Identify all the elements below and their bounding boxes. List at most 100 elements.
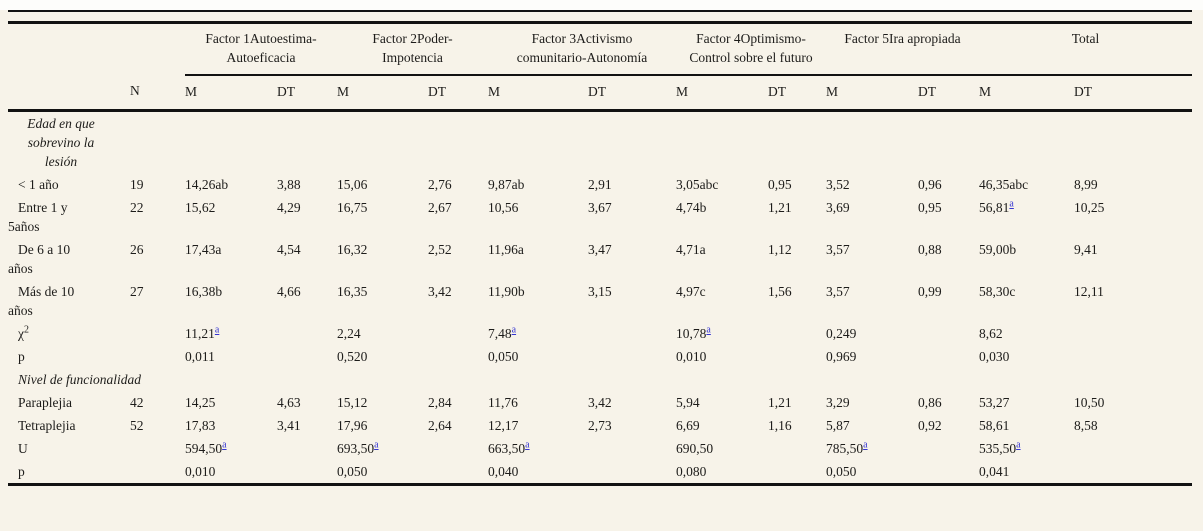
- data-cell: [676, 111, 768, 174]
- cell-value: 4,66: [277, 284, 301, 299]
- row-label-cell: χ2: [8, 322, 130, 345]
- cell-value: 16,38b: [185, 284, 223, 299]
- sub-header-dt: DT: [277, 75, 337, 112]
- cell-value: 2,52: [428, 242, 452, 257]
- footnote-link[interactable]: a: [1016, 439, 1021, 451]
- sub-header-m: M: [337, 75, 428, 112]
- n-cell: 22: [130, 200, 144, 215]
- data-cell: 2,52: [428, 238, 488, 280]
- footnote-link[interactable]: a: [511, 324, 517, 336]
- data-cell: 11,21a: [185, 322, 277, 345]
- data-cell: [1074, 345, 1192, 368]
- row-label-cell: < 1 año: [8, 173, 130, 196]
- data-cell: [488, 111, 588, 174]
- data-cell: [768, 460, 826, 485]
- data-cell: 0,080: [676, 460, 768, 485]
- footnote-link[interactable]: a: [374, 439, 379, 451]
- n-cell: 26: [130, 242, 144, 257]
- cell-value: 59,00b: [979, 242, 1017, 257]
- data-cell: 0,86: [918, 391, 979, 414]
- data-cell: [588, 322, 676, 345]
- cell-value: 46,35abc: [979, 177, 1029, 192]
- data-cell: 4,29: [277, 196, 337, 238]
- data-cell: 12,17: [488, 414, 588, 437]
- sub-header-m: M: [185, 75, 277, 112]
- cell-value: 0,030: [979, 349, 1010, 364]
- cell-value: 663,50: [488, 441, 526, 456]
- data-cell: [1074, 322, 1192, 345]
- data-cell: [428, 437, 488, 460]
- data-cell: 4,63: [277, 391, 337, 414]
- n-cell: [130, 345, 185, 368]
- cell-value: 3,67: [588, 200, 612, 215]
- data-cell: 16,38b: [185, 280, 277, 322]
- data-cell: 5,94: [676, 391, 768, 414]
- data-cell: 10,56: [488, 196, 588, 238]
- row-label-cell: Edad en que sobrevino la lesión: [8, 111, 130, 174]
- data-cell: 1,16: [768, 414, 826, 437]
- data-cell: 2,91: [588, 173, 676, 196]
- n-cell: [130, 460, 185, 485]
- cell-value: 3,88: [277, 177, 301, 192]
- label-column-header: [8, 24, 130, 75]
- cell-value: 3,52: [826, 177, 850, 192]
- data-cell: 15,12: [337, 391, 428, 414]
- data-cell: 10,50: [1074, 391, 1192, 414]
- data-cell: 3,47: [588, 238, 676, 280]
- table-row: Tetraplejia 52 17,83 3,41 17,96 2,64 12,17 2,73…: [8, 414, 1192, 437]
- data-cell: 12,11: [1074, 280, 1192, 322]
- data-cell: 1,21: [768, 196, 826, 238]
- label-superscript: 2: [24, 324, 29, 336]
- row-label-cell: p: [8, 460, 130, 485]
- cell-value: 11,90b: [488, 284, 525, 299]
- data-cell: 7,48a: [488, 322, 588, 345]
- footnote-link[interactable]: a: [214, 324, 220, 336]
- cell-value: 14,26ab: [185, 177, 229, 192]
- footnote-link[interactable]: a: [222, 439, 227, 451]
- factor-statistics-table: Factor 1Autoestima-Autoeficacia Factor 2…: [8, 24, 1193, 486]
- cell-value: 0,88: [918, 242, 942, 257]
- cell-value: 12,17: [488, 418, 519, 433]
- data-cell: 1,21: [768, 391, 826, 414]
- data-cell: 3,15: [588, 280, 676, 322]
- cell-value: 785,50: [826, 441, 864, 456]
- data-cell: 0,88: [918, 238, 979, 280]
- row-label-text: U: [18, 441, 28, 456]
- cell-value: 58,30c: [979, 284, 1016, 299]
- footnote-link[interactable]: a: [706, 324, 711, 336]
- cell-value: 693,50: [337, 441, 375, 456]
- sub-header-m: M: [826, 75, 918, 112]
- data-cell: 0,040: [488, 460, 588, 485]
- cell-value: 2,84: [428, 395, 452, 410]
- row-label-text: Tetraplejia: [18, 418, 76, 433]
- footnote-link[interactable]: a: [525, 439, 530, 451]
- group-header-text: Total: [1071, 31, 1100, 46]
- data-cell: [918, 111, 979, 174]
- data-cell: 3,67: [588, 196, 676, 238]
- n-cell: [130, 322, 185, 345]
- data-cell: 3,41: [277, 414, 337, 437]
- group-header-text: Factor 2Poder-Impotencia: [372, 31, 453, 65]
- data-cell: 14,26ab: [185, 173, 277, 196]
- data-cell: 0,041: [979, 460, 1074, 485]
- cell-value: 4,63: [277, 395, 301, 410]
- top-rule-thick: [8, 21, 1192, 24]
- cell-value: 1,21: [768, 200, 792, 215]
- data-cell: [337, 111, 428, 174]
- cell-value: 17,96: [337, 418, 368, 433]
- data-cell: 15,62: [185, 196, 277, 238]
- group-header-text: Factor 5Ira apropiada: [844, 31, 961, 46]
- footnote-link[interactable]: a: [863, 439, 868, 451]
- row-label-text: p: [18, 349, 25, 364]
- cell-value: 3,57: [826, 242, 850, 257]
- data-cell: 2,73: [588, 414, 676, 437]
- section-heading: Edad en que sobrevino la lesión: [27, 114, 95, 171]
- data-cell: 3,69: [826, 196, 918, 238]
- cell-value: 7,48: [488, 326, 512, 341]
- cell-value: 3,69: [826, 200, 850, 215]
- footnote-link[interactable]: a: [1009, 198, 1014, 210]
- data-cell: 14,25: [185, 391, 277, 414]
- cell-value: 1,16: [768, 418, 792, 433]
- data-cell: 10,78a: [676, 322, 768, 345]
- data-cell: 2,84: [428, 391, 488, 414]
